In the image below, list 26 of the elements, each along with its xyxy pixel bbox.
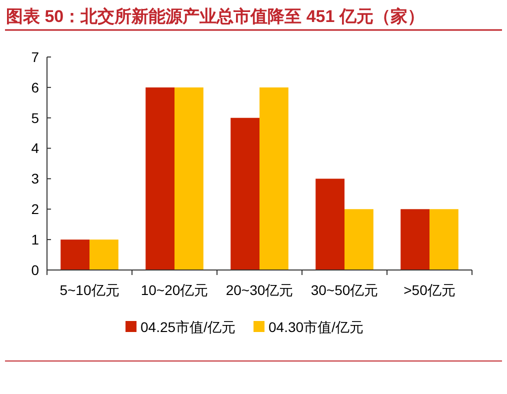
y-tick-label: 6 <box>31 79 40 96</box>
bar <box>60 240 90 270</box>
y-tick-label: 3 <box>31 170 40 187</box>
x-tick-label: 10~20亿元 <box>140 282 208 298</box>
y-tick-label: 5 <box>31 110 40 126</box>
y-tick-label: 1 <box>31 231 40 248</box>
y-tick-label: 4 <box>31 140 40 156</box>
bar <box>430 209 458 270</box>
bar <box>316 178 344 270</box>
y-tick-label: 2 <box>31 201 40 218</box>
bar <box>344 209 374 270</box>
bar <box>400 209 430 270</box>
bar <box>230 118 260 270</box>
x-tick-label: >50亿元 <box>404 282 456 298</box>
bar <box>146 87 174 270</box>
x-tick-label: 30~50亿元 <box>310 282 378 298</box>
chart-title: 图表 50：北交所新能源产业总市值降至 451 亿元（家） <box>6 7 424 26</box>
x-tick-label: 5~10亿元 <box>60 282 120 298</box>
legend-label: 04.30市值/亿元 <box>268 318 364 335</box>
x-tick-label: 20~30亿元 <box>226 282 294 298</box>
legend-label: 04.25市值/亿元 <box>140 318 236 335</box>
y-tick-label: 7 <box>31 48 40 65</box>
bar <box>260 87 288 270</box>
bar <box>174 87 204 270</box>
y-tick-label: 0 <box>31 262 40 278</box>
bar <box>90 240 118 270</box>
